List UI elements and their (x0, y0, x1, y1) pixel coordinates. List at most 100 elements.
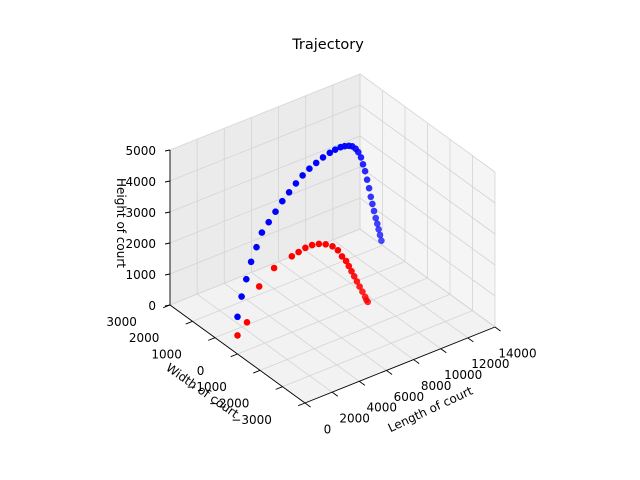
y-tick (185, 320, 193, 325)
trajectory-point (348, 267, 355, 275)
x-tick-label: 2000 (339, 412, 370, 426)
trajectory-point (258, 229, 266, 236)
trajectory-point (234, 313, 241, 321)
x-tick-label: 0 (324, 422, 332, 436)
trajectory-point (361, 167, 369, 175)
gridline (169, 197, 361, 275)
trajectory-point (319, 154, 327, 161)
data-points (234, 142, 385, 339)
y-tick-label: −1000 (186, 380, 227, 394)
x-tick-label: 10000 (444, 368, 482, 382)
gridline (192, 244, 383, 322)
trajectory-point (359, 288, 366, 296)
gridline (169, 73, 361, 151)
gridline (359, 166, 496, 266)
x-tick (331, 391, 339, 397)
trajectory-point (353, 278, 361, 285)
x-tick (494, 326, 501, 332)
x-tick (359, 380, 366, 386)
trajectory-point (350, 273, 358, 280)
trajectory-point (308, 241, 316, 249)
x-tick (386, 370, 393, 375)
trajectory-point (322, 241, 330, 248)
trajectory-point (355, 148, 362, 156)
gridline (259, 293, 451, 371)
gridline (359, 228, 496, 328)
z-tick (164, 304, 171, 307)
trajectory-point (345, 262, 353, 270)
trajectory-point (315, 240, 323, 248)
x-tick-label: 14000 (498, 346, 536, 360)
y-tick (230, 353, 238, 358)
trajectory-point (365, 184, 373, 192)
z-tick (164, 180, 171, 183)
y-tick-label: 3000 (106, 315, 137, 329)
x-tick-label: 4000 (367, 401, 398, 415)
x-tick (440, 348, 447, 354)
z-tick-label: 0 (148, 299, 156, 313)
y-tick (275, 386, 283, 390)
trajectory-point (374, 220, 381, 227)
trajectory-point (334, 247, 342, 254)
z-axis-title: Height of court (114, 178, 128, 268)
trajectory-point (234, 332, 241, 339)
trajectory-point (270, 264, 278, 272)
trajectory-point (378, 237, 385, 244)
trajectory-point (367, 193, 375, 201)
trajectory-point (356, 283, 363, 290)
gridline (169, 228, 361, 306)
trajectory-point (364, 298, 372, 306)
trajectory-point (369, 200, 376, 208)
x-tick (304, 402, 311, 408)
trajectory-point (279, 197, 286, 205)
y-tick (253, 369, 261, 374)
x-tick (413, 359, 420, 365)
gridline (169, 135, 361, 213)
trajectory-point (292, 180, 300, 187)
z-tick (164, 242, 171, 245)
x-tick-label: 8000 (421, 379, 452, 393)
trajectory-point (342, 257, 350, 265)
gridline (282, 310, 473, 388)
trajectory-point (326, 149, 334, 157)
y-tick (208, 337, 216, 341)
trajectory-point (238, 293, 245, 300)
trajectory-point (338, 253, 346, 260)
trajectory-point (331, 146, 339, 153)
y-tick-label: −2000 (209, 397, 250, 411)
trajectory-point (312, 159, 320, 167)
trajectory-point (306, 165, 313, 172)
tick-labels: 02000400060008000100001200014000−3000−20… (106, 144, 536, 436)
y-tick (298, 402, 306, 407)
trajectory-point (255, 283, 263, 290)
y-tick-label: 0 (197, 364, 205, 378)
trajectory-point (243, 275, 250, 283)
gridline (237, 277, 428, 355)
trajectory-point (265, 218, 273, 226)
trajectory-point (363, 176, 371, 183)
gridline (359, 104, 496, 204)
gridline (359, 197, 496, 297)
trajectory-point (375, 226, 382, 233)
y-tick-label: −3000 (231, 413, 272, 427)
trajectory-point (295, 248, 302, 256)
x-tick-label: 6000 (394, 390, 425, 404)
trajectory-point (372, 214, 380, 222)
z-tick-label: 2000 (125, 237, 156, 251)
gridline (169, 166, 361, 244)
trajectory-point (272, 208, 279, 215)
y-tick-label: 1000 (151, 348, 182, 362)
gridline (169, 104, 361, 182)
trajectory-point (243, 319, 251, 326)
z-tick-label: 4000 (125, 175, 156, 189)
trajectory-point (329, 243, 336, 250)
x-tick-label: 12000 (471, 357, 509, 371)
z-tick-label: 1000 (125, 268, 156, 282)
trajectory-point (359, 161, 367, 168)
z-tick (164, 273, 171, 276)
trajectory-point (253, 243, 260, 251)
trajectory-point (357, 154, 365, 161)
trajectory-point (285, 189, 293, 196)
z-tick-label: 3000 (125, 206, 156, 220)
